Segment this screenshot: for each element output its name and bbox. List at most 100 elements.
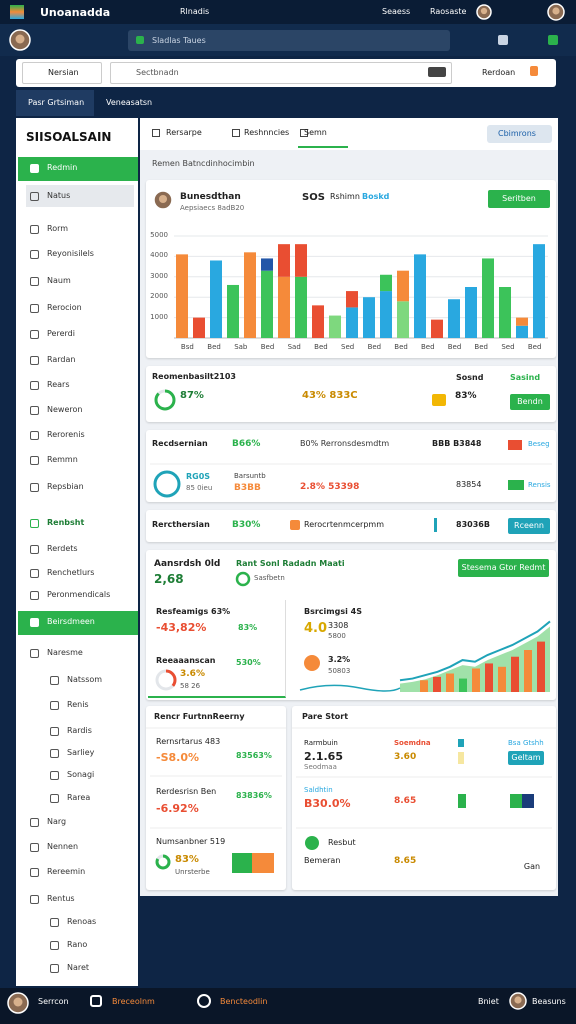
button-label[interactable]: Rceenn — [514, 521, 544, 530]
button-label[interactable]: Gan — [523, 862, 541, 871]
tab[interactable]: Veneasatsn — [106, 98, 153, 107]
label: Reomenbasilt2103 — [152, 372, 236, 381]
sidebar-item[interactable]: Neweron — [47, 405, 83, 414]
sidebar-item[interactable]: Rardan — [47, 355, 76, 364]
sidebar-item[interactable]: Sarliey — [67, 748, 95, 757]
sidebar-item[interactable]: Renoas — [67, 917, 97, 926]
nav-item[interactable]: Bencteodlin — [220, 997, 268, 1006]
sidebar-item[interactable]: Reyonisilels — [47, 249, 94, 258]
sidebar-item[interactable]: Rerocion — [47, 303, 82, 312]
bar-segment — [261, 258, 273, 271]
nav-icon — [90, 995, 102, 1007]
search-icon — [136, 36, 144, 44]
button[interactable] — [510, 394, 550, 410]
sidebar-item[interactable]: Remmn — [47, 455, 78, 464]
button[interactable] — [508, 751, 544, 765]
tab[interactable]: Reshnncies — [244, 128, 290, 137]
tab[interactable]: Semn — [304, 128, 327, 137]
sidebar-icon — [30, 569, 39, 578]
bar-segment — [244, 252, 256, 338]
sidebar-item[interactable]: Beirsdmeen — [47, 617, 95, 626]
sidebar-item[interactable]: Rentus — [47, 894, 75, 903]
sidebar-icon — [30, 356, 39, 365]
bar-segment — [346, 307, 358, 338]
label[interactable]: Raosaste — [430, 7, 467, 16]
sidebar-item[interactable]: Sonagi — [67, 770, 95, 779]
sidebar-icon — [30, 483, 39, 492]
bar — [511, 656, 519, 692]
sidebar-item[interactable]: Rorm — [47, 224, 69, 233]
sidebar-item[interactable]: Redmin — [47, 163, 78, 172]
sidebar-item[interactable]: Narg — [47, 817, 67, 826]
label: Aepsiaecs 8adB20 — [180, 204, 245, 212]
nav-item[interactable]: Breceolnm — [112, 997, 155, 1006]
button-label[interactable]: Geltam — [511, 753, 541, 762]
stats-row — [146, 430, 556, 502]
stats-row — [146, 366, 556, 422]
button-label[interactable]: Seritben — [502, 194, 536, 203]
label: B0% Rerronsdesmdtm — [300, 439, 390, 448]
label[interactable]: Sectbnadn — [136, 68, 179, 77]
label[interactable]: Sladlas Taues — [152, 36, 206, 45]
sidebar-item[interactable]: Nennen — [47, 842, 79, 851]
label: Rernsrtarus 483 — [156, 737, 221, 746]
tab[interactable]: Pasr Grtsiman — [28, 98, 85, 107]
label: Seodmaa — [304, 763, 337, 771]
sidebar-item[interactable]: Rano — [67, 940, 88, 949]
button[interactable] — [508, 518, 550, 534]
action-dropdown[interactable] — [487, 125, 552, 143]
bar — [472, 668, 480, 692]
sidebar-item[interactable]: Naresme — [47, 648, 83, 657]
button-label[interactable]: Bendn — [517, 397, 543, 406]
search-box[interactable] — [128, 30, 450, 51]
label[interactable]: Nersian — [48, 68, 79, 77]
x-tick-label: Bed — [260, 343, 275, 351]
button[interactable] — [518, 859, 546, 875]
sidebar-item-selected[interactable] — [26, 185, 134, 207]
sidebar-item[interactable]: Natus — [47, 191, 71, 200]
sidebar-item[interactable]: Natssom — [67, 675, 103, 684]
sidebar-item[interactable]: Rerorenis — [47, 430, 85, 439]
label[interactable]: Rerdoan — [482, 68, 516, 77]
sidebar-item[interactable]: Renchetlurs — [47, 568, 95, 577]
toolbar-icon[interactable] — [548, 35, 558, 45]
sub-card — [148, 600, 286, 698]
label: Beseg — [528, 440, 550, 448]
button[interactable] — [488, 190, 550, 208]
avatar-face — [480, 7, 488, 15]
bar — [537, 641, 545, 692]
label: Barsuntb — [234, 472, 266, 480]
tab-active[interactable] — [16, 90, 94, 116]
sidebar-item[interactable]: Renis — [67, 700, 89, 709]
sidebar-item[interactable]: Rardis — [67, 726, 92, 735]
sidebar-item[interactable]: Rears — [47, 380, 70, 389]
sidebar-item[interactable]: Repsbian — [47, 482, 84, 491]
label: Rercthersian — [152, 520, 210, 529]
button[interactable] — [458, 559, 549, 577]
sidebar-item[interactable]: Rereemin — [47, 867, 86, 876]
sidebar-icon — [30, 818, 39, 827]
filter-search[interactable] — [110, 62, 452, 84]
tab[interactable]: Rersarpe — [166, 128, 202, 137]
sidebar-item[interactable]: Pererdi — [47, 329, 75, 338]
toolbar-icon[interactable] — [498, 35, 508, 45]
tab[interactable]: Rlnadis — [180, 7, 210, 16]
sidebar-icon — [30, 591, 39, 600]
sidebar-item[interactable]: Renbsht — [47, 518, 85, 527]
bar-segment — [516, 317, 528, 326]
menu-dropdown[interactable] — [22, 62, 102, 84]
label: Seaess — [382, 7, 411, 16]
button-label[interactable]: Stesema Gtor Redmt — [461, 563, 546, 572]
label: 85 0ieu — [186, 484, 213, 492]
button-label[interactable]: Cbimrons — [498, 129, 536, 138]
label: Numsanbner 519 — [156, 837, 226, 846]
sidebar-icon — [30, 895, 39, 904]
label: 8.65 — [394, 796, 417, 806]
sidebar-item[interactable]: Rerdets — [47, 544, 78, 553]
sidebar-item[interactable]: Peronmendicals — [47, 590, 111, 599]
sidebar-item[interactable]: Rarea — [67, 793, 91, 802]
sidebar-item[interactable]: Naum — [47, 276, 71, 285]
donut-value — [155, 669, 177, 691]
y-tick-label: 3000 — [150, 271, 168, 280]
sidebar-item[interactable]: Naret — [67, 963, 90, 972]
